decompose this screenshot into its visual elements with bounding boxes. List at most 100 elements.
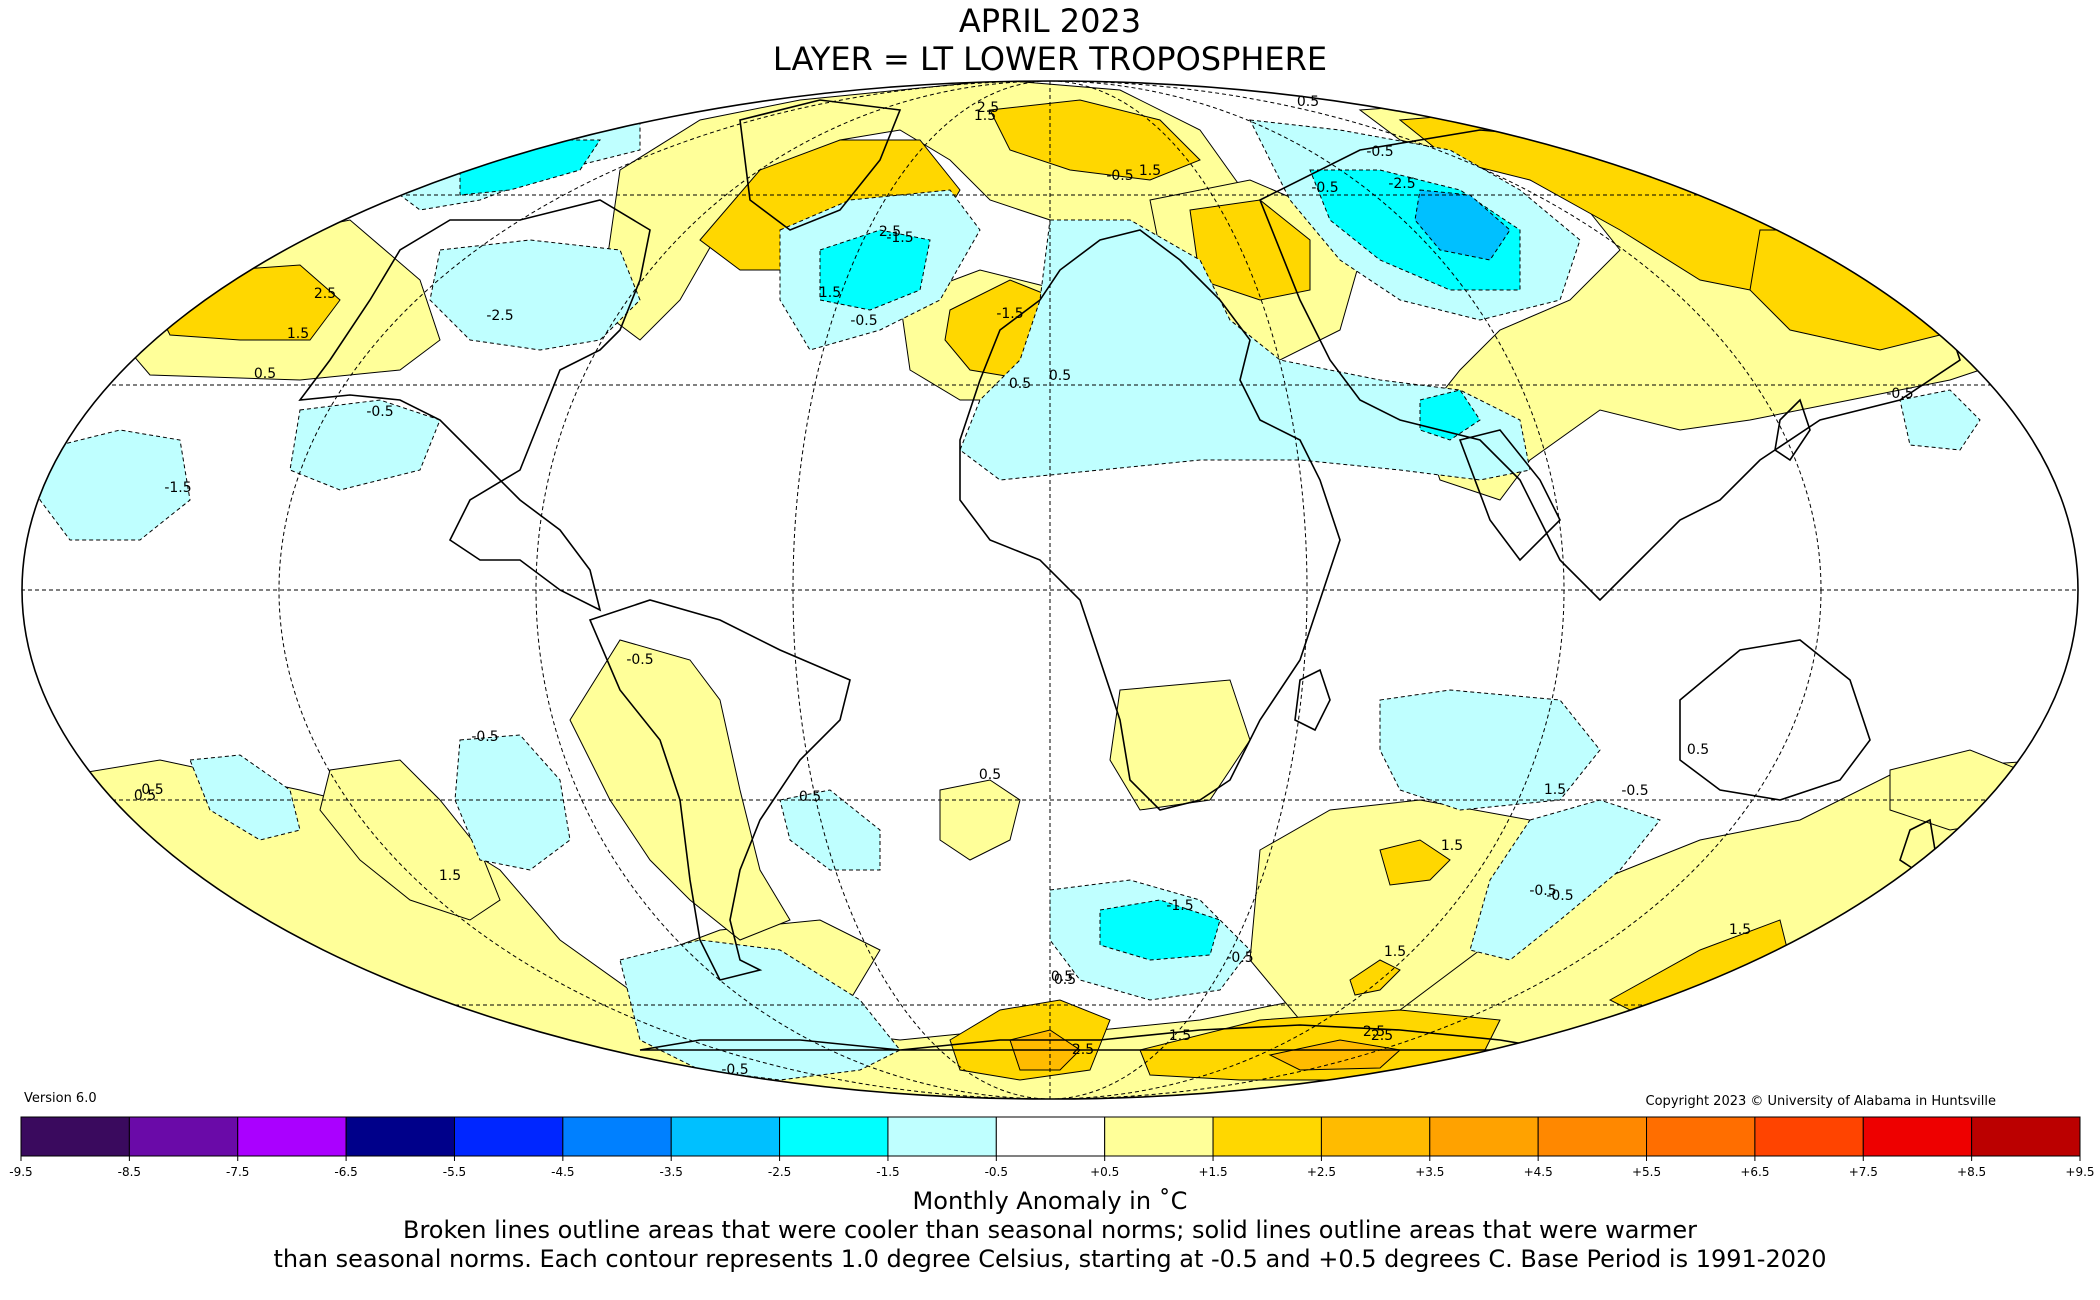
contour-label: 0.5 (799, 789, 821, 805)
colorbar-swatch (453, 1116, 564, 1157)
contour-label: -0.5 (136, 782, 163, 798)
colorbar-swatch (995, 1116, 1106, 1157)
anomaly-regions (22, 81, 2078, 1099)
contour-label: 2.5 (1072, 1042, 1094, 1058)
contour-label: 1.5 (1139, 163, 1161, 179)
contour-label: 0.5 (1054, 972, 1076, 988)
colorbar-tick-label: -3.5 (659, 1165, 682, 1179)
colorbar-tick-label: +9.5 (2065, 1165, 2094, 1179)
contour-label: -0.5 (366, 404, 393, 420)
contour-label: -1.5 (996, 306, 1023, 322)
contour-label: -1.5 (886, 230, 913, 246)
contour-label: -0.5 (626, 652, 653, 668)
contour-label: -0.5 (471, 729, 498, 745)
colorbar-tick-label: +6.5 (1740, 1165, 1769, 1179)
anomaly-region (989, 99, 1201, 181)
colorbar-swatch (1971, 1116, 2081, 1157)
copyright-label: Copyright 2023 © University of Alabama i… (1645, 1094, 1996, 1109)
contour-label: 1.5 (439, 868, 461, 884)
colorbar-tick-label: -9.5 (9, 1165, 32, 1179)
contour-label: -0.5 (1366, 144, 1393, 160)
caption-line-2: than seasonal norms. Each contour repres… (273, 1245, 1827, 1273)
contour-label: -1.5 (164, 480, 191, 496)
globe-outline (21, 80, 2079, 1100)
coastline (959, 229, 1341, 811)
colorbar-tick-label: -1.5 (876, 1165, 899, 1179)
contour-label: 1.5 (287, 326, 309, 342)
contour-label: 1.5 (1544, 782, 1566, 798)
anomaly-region (779, 789, 881, 871)
version-label: Version 6.0 (24, 1091, 97, 1106)
coastline (739, 99, 902, 231)
colorbar-tick-label: -4.5 (551, 1165, 574, 1179)
contour-label: -1.5 (1166, 898, 1193, 914)
contour-label: -0.5 (1546, 888, 1573, 904)
anomaly-region (959, 219, 1531, 481)
contour-label: -0.5 (1886, 386, 1913, 402)
contour-label: -0.5 (1621, 783, 1648, 799)
contour-label: 0.5 (1051, 969, 1073, 985)
contour-label: -0.5 (1226, 950, 1253, 966)
contour-label: 2.5 (314, 286, 336, 302)
colorbar-swatch (1320, 1116, 1431, 1157)
anomaly-region (289, 399, 441, 491)
contour-label: -0.5 (850, 313, 877, 329)
contour-label: 2.5 (879, 224, 901, 240)
graticule-meridian (535, 81, 1565, 1099)
anomaly-region (1109, 679, 1251, 811)
coastline (298, 199, 651, 612)
graticule-meridian (792, 81, 1308, 1099)
colorbar-tick-label: +0.5 (1090, 1165, 1119, 1179)
colorbar-swatch (237, 1116, 347, 1157)
colorbar-tick-label: +5.5 (1632, 1165, 1661, 1179)
coastline (1294, 668, 1331, 732)
colorbar-swatch (20, 1116, 130, 1157)
colorbar-swatch (562, 1116, 672, 1157)
contour-label: 1.5 (819, 285, 841, 301)
coastline (588, 599, 851, 981)
anomaly-region (1099, 899, 1221, 961)
contour-label: 2.5 (977, 100, 999, 116)
colorbar-swatch (1862, 1116, 1973, 1157)
colorbar-swatch (1104, 1116, 1214, 1157)
colorbar-swatch (1646, 1116, 1756, 1157)
anomaly-region (189, 754, 301, 841)
colorbar-swatch (670, 1116, 781, 1157)
contour-label: 1.5 (1729, 922, 1751, 938)
anomaly-region (1469, 799, 1661, 961)
coastline (1774, 398, 1811, 462)
map-title: APRIL 2023 (958, 2, 1142, 40)
colorbar-tick-label: -5.5 (443, 1165, 466, 1179)
anomaly-region (1349, 959, 1401, 996)
colorbar-tick-label: -6.5 (334, 1165, 357, 1179)
contour-label: 1.5 (1384, 944, 1406, 960)
contour-label: 0.5 (979, 767, 1001, 783)
anomaly-region (569, 639, 791, 941)
coastline (1679, 639, 1871, 801)
contour-label: -2.5 (486, 308, 513, 324)
contour-label: 0.5 (134, 788, 156, 804)
colorbar-swatch (1537, 1116, 1648, 1157)
coastline (1458, 429, 1561, 562)
colorbar-title: Monthly Anomaly in ˚C (912, 1187, 1188, 1215)
colorbar-swatch (887, 1116, 997, 1157)
colorbar-swatch (1212, 1116, 1322, 1157)
anomaly-region (1379, 689, 1601, 811)
contour-label: 0.5 (1049, 368, 1071, 384)
colorbar-tick-label: +2.5 (1307, 1165, 1336, 1179)
contour-labels: 2.51.50.5-0.5-1.5-2.51.52.5-0.5-1.52.51.… (134, 94, 1914, 1078)
anomaly-region (819, 229, 931, 311)
anomaly-region (1268, 1039, 1402, 1071)
contour-label: 1.5 (1441, 838, 1463, 854)
contour-label: -0.5 (1311, 180, 1338, 196)
caption-line-1: Broken lines outline areas that were coo… (403, 1216, 1697, 1244)
contour-label: 0.5 (254, 366, 276, 382)
colorbar-swatch (779, 1116, 889, 1157)
contour-label: 1.5 (1169, 1028, 1191, 1044)
contour-label: 0.5 (1009, 376, 1031, 392)
contour-label: 2.5 (1371, 1028, 1393, 1044)
colorbar-swatch (1754, 1116, 1864, 1157)
contour-label: -0.5 (1106, 168, 1133, 184)
colorbar-tick-label: +1.5 (1198, 1165, 1227, 1179)
